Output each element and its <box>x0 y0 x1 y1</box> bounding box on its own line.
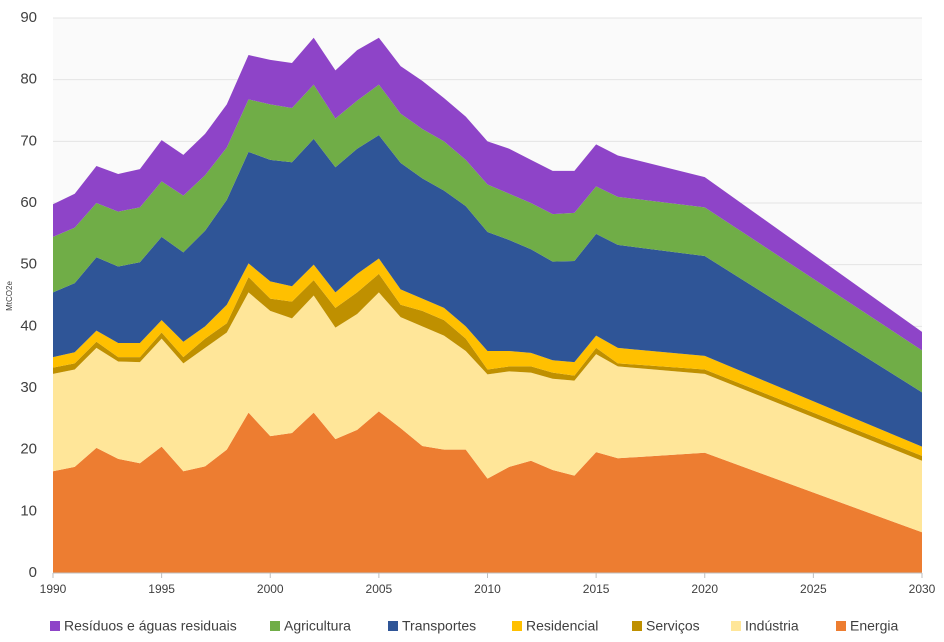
area <box>53 84 922 393</box>
x-tick-label: 2005 <box>366 582 393 596</box>
y-tick-label: 50 <box>20 256 37 273</box>
x-tick-label: 2015 <box>583 582 610 596</box>
legend-label: Resíduos e águas residuais <box>64 618 237 634</box>
area <box>53 292 922 533</box>
y-tick-label: 70 <box>20 132 37 149</box>
x-tick-label: 2010 <box>474 582 501 596</box>
area <box>53 411 922 573</box>
y-tick-label: 20 <box>20 441 37 458</box>
x-tick-label: 2030 <box>909 582 936 596</box>
legend-marker <box>731 621 741 631</box>
y-tick-label: 80 <box>20 71 37 88</box>
y-tick-label: 10 <box>20 502 37 519</box>
legend-label: Serviços <box>646 618 700 634</box>
legend-label: Residencial <box>526 618 598 634</box>
legend-label: Indústria <box>745 618 799 634</box>
y-tick-label: 40 <box>20 317 37 334</box>
area <box>53 135 922 447</box>
y-tick-label: 60 <box>20 194 37 211</box>
legend-label: Energia <box>850 618 898 634</box>
area <box>53 258 922 456</box>
y-tick-label: 0 <box>29 564 37 581</box>
y-tick-label: 90 <box>20 9 37 26</box>
legend-marker <box>50 621 60 631</box>
y-tick-label: 30 <box>20 379 37 396</box>
legend-marker <box>512 621 522 631</box>
x-tick-label: 1995 <box>148 582 175 596</box>
y-axis-label: MtCO2e <box>5 281 14 311</box>
x-tick-label: 1990 <box>40 582 67 596</box>
legend-marker <box>836 621 846 631</box>
x-tick-label: 2020 <box>691 582 718 596</box>
legend-label: Transportes <box>402 618 476 634</box>
legend-marker <box>632 621 642 631</box>
x-tick-label: 2000 <box>257 582 284 596</box>
x-tick-label: 2025 <box>800 582 827 596</box>
legend-marker <box>270 621 280 631</box>
legend-marker <box>388 621 398 631</box>
legend-label: Agricultura <box>284 618 351 634</box>
